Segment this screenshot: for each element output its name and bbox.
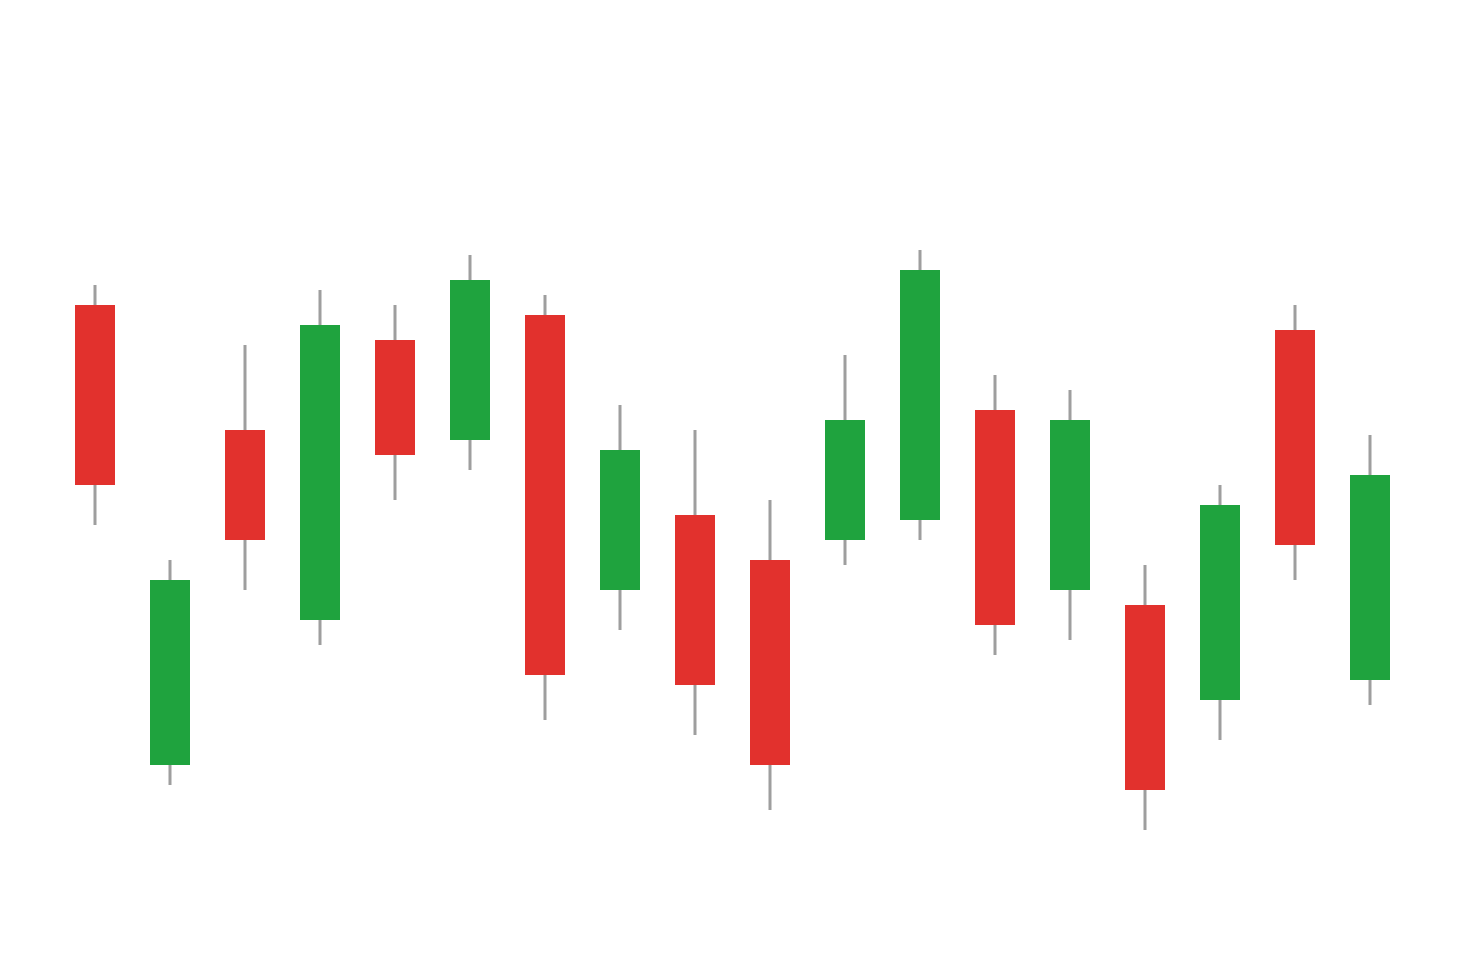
candle-body	[825, 420, 865, 540]
candle-body	[300, 325, 340, 620]
candle-body	[900, 270, 940, 520]
candlestick-chart	[0, 0, 1475, 980]
candle-body	[1350, 475, 1390, 680]
candle-16	[1275, 0, 1315, 980]
candle-15	[1200, 0, 1240, 980]
candle-body	[600, 450, 640, 590]
candle-body	[1050, 420, 1090, 590]
candle-body	[1125, 605, 1165, 790]
candle-body	[975, 410, 1015, 625]
candle-body	[75, 305, 115, 485]
candle-11	[900, 0, 940, 980]
candle-body	[1275, 330, 1315, 545]
candle-10	[825, 0, 865, 980]
candle-3	[300, 0, 340, 980]
candle-1	[150, 0, 190, 980]
candle-body	[525, 315, 565, 675]
candle-6	[525, 0, 565, 980]
candle-17	[1350, 0, 1390, 980]
candle-8	[675, 0, 715, 980]
candle-4	[375, 0, 415, 980]
candle-14	[1125, 0, 1165, 980]
candle-body	[375, 340, 415, 455]
candle-body	[450, 280, 490, 440]
candle-body	[675, 515, 715, 685]
candle-9	[750, 0, 790, 980]
candle-body	[750, 560, 790, 765]
candle-body	[150, 580, 190, 765]
candle-body	[225, 430, 265, 540]
candle-2	[225, 0, 265, 980]
candle-body	[1200, 505, 1240, 700]
candle-12	[975, 0, 1015, 980]
candle-5	[450, 0, 490, 980]
candle-0	[75, 0, 115, 980]
candle-13	[1050, 0, 1090, 980]
candle-7	[600, 0, 640, 980]
